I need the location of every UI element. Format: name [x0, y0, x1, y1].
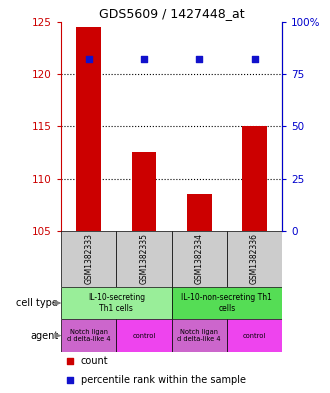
- Bar: [187, 194, 212, 231]
- Point: [197, 56, 202, 62]
- Title: GDS5609 / 1427448_at: GDS5609 / 1427448_at: [99, 7, 245, 20]
- Point: [67, 376, 73, 383]
- Bar: [172, 319, 227, 352]
- Bar: [61, 231, 116, 287]
- Bar: [116, 319, 172, 352]
- Bar: [227, 319, 282, 352]
- Bar: [132, 152, 156, 231]
- Bar: [242, 126, 267, 231]
- Point: [86, 56, 91, 62]
- Text: agent: agent: [30, 331, 58, 341]
- Text: count: count: [81, 356, 109, 366]
- Bar: [172, 287, 282, 319]
- Text: Notch ligan
d delta-like 4: Notch ligan d delta-like 4: [178, 329, 221, 342]
- Point: [141, 56, 147, 62]
- Bar: [61, 287, 172, 319]
- Bar: [172, 231, 227, 287]
- Text: GSM1382336: GSM1382336: [250, 233, 259, 284]
- Point: [67, 358, 73, 364]
- Text: Notch ligan
d delta-like 4: Notch ligan d delta-like 4: [67, 329, 111, 342]
- Text: GSM1382335: GSM1382335: [140, 233, 148, 284]
- Bar: [76, 27, 101, 231]
- Bar: [227, 231, 282, 287]
- Text: control: control: [132, 332, 155, 339]
- Text: IL-10-non-secreting Th1
cells: IL-10-non-secreting Th1 cells: [182, 293, 272, 313]
- Point: [252, 56, 257, 62]
- Text: cell type: cell type: [16, 298, 58, 308]
- Text: IL-10-secreting
Th1 cells: IL-10-secreting Th1 cells: [88, 293, 145, 313]
- Bar: [61, 319, 116, 352]
- Bar: [116, 231, 172, 287]
- Text: control: control: [243, 332, 266, 339]
- Text: percentile rank within the sample: percentile rank within the sample: [81, 375, 246, 385]
- Text: GSM1382334: GSM1382334: [195, 233, 204, 284]
- Text: GSM1382333: GSM1382333: [84, 233, 93, 284]
